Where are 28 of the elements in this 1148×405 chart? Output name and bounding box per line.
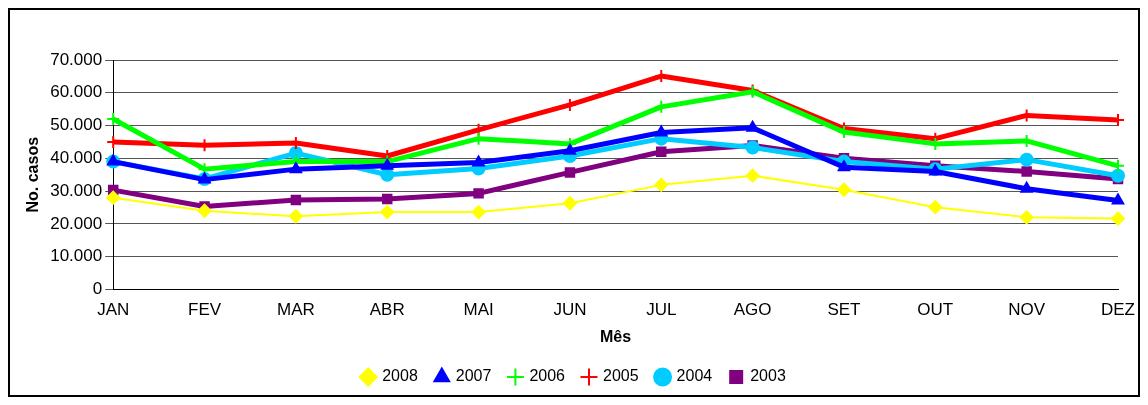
x-tick-label: MAI	[463, 300, 494, 320]
y-tick-label: 70.000	[50, 49, 103, 69]
x-tick-label: NOV	[1008, 300, 1046, 320]
x-axis-title: Mês	[600, 327, 632, 345]
x-tick-label: JUL	[646, 300, 677, 320]
x-tick-label: JUN	[553, 300, 587, 320]
y-tick-label: 20.000	[50, 213, 103, 233]
x-tick-label: SET	[827, 300, 861, 320]
legend-label: 2007	[455, 367, 492, 385]
y-tick-label: 30.000	[50, 180, 103, 200]
y-tick-label: 60.000	[50, 82, 103, 102]
legend-label: 2006	[529, 367, 566, 385]
y-tick-label: 40.000	[50, 148, 103, 167]
legend-label: 2005	[603, 367, 639, 385]
legend-label: 2004	[676, 367, 713, 385]
y-tick-label: 0	[92, 279, 103, 299]
y-tick-label: 50.000	[50, 115, 103, 135]
x-tick-label: FEV	[188, 300, 222, 320]
x-tick-label: AGO	[733, 300, 772, 320]
x-tick-label: DEZ	[1101, 300, 1135, 320]
x-tick-label: ABR	[369, 300, 405, 320]
y-tick-label: 10.000	[50, 246, 103, 266]
y-axis-title: No. casos	[24, 136, 42, 213]
legend-label: 2008	[382, 367, 418, 385]
x-tick-label: OUT	[917, 300, 954, 320]
legend-label: 2003	[750, 367, 786, 385]
x-tick-label: JAN	[97, 300, 130, 320]
x-tick-label: MAR	[277, 300, 315, 320]
